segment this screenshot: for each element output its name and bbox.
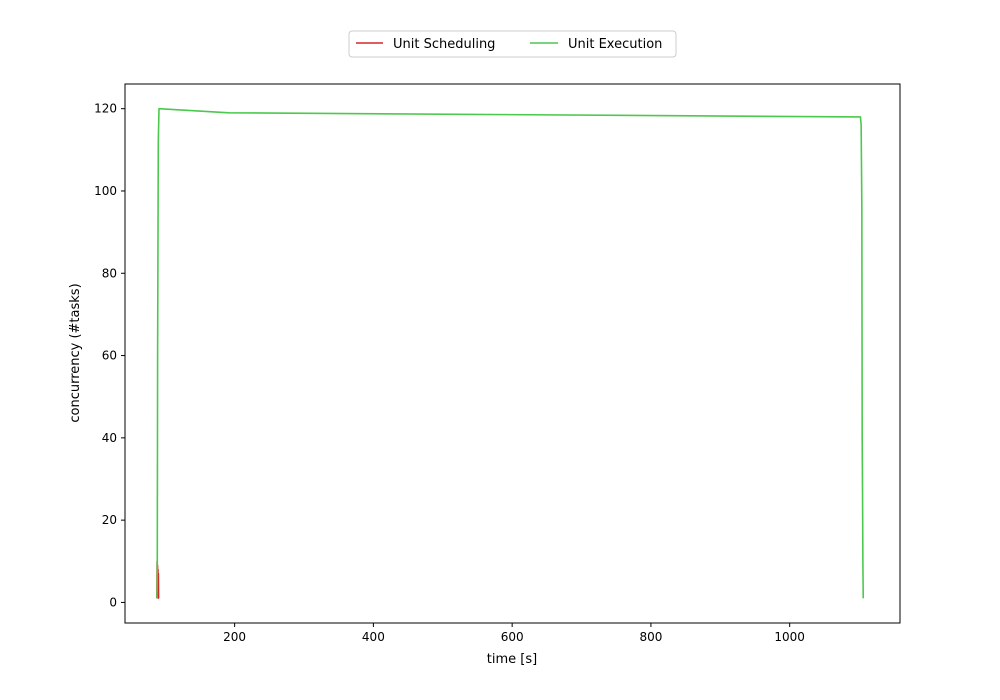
legend: Unit Scheduling Unit Execution	[348, 30, 677, 58]
y-tick-label: 0	[109, 595, 117, 609]
legend-label-unit-execution: Unit Execution	[568, 37, 662, 52]
plot-lines	[156, 107, 865, 600]
y-tick-label: 40	[102, 431, 117, 445]
x-tick-label: 200	[223, 630, 246, 644]
y-tick-label: 80	[102, 266, 117, 280]
legend-label-unit-scheduling: Unit Scheduling	[393, 37, 495, 52]
y-axis-ticks: 0 20 40 60 80 100 120	[94, 102, 125, 609]
x-tick-label: 600	[501, 630, 524, 644]
y-tick-label: 100	[94, 184, 117, 198]
legend-box	[348, 30, 677, 58]
x-tick-label: 400	[362, 630, 385, 644]
y-tick-label: 20	[102, 513, 117, 527]
x-axis-ticks: 200 400 600 800 1000	[223, 623, 805, 644]
x-tick-label: 1000	[774, 630, 805, 644]
y-tick-label: 60	[102, 349, 117, 363]
y-axis-label: concurrency (#tasks)	[68, 283, 83, 422]
x-tick-label: 800	[639, 630, 662, 644]
series-line-unit-execution	[156, 107, 865, 599]
y-tick-label: 120	[94, 102, 117, 116]
x-axis-label: time [s]	[487, 652, 537, 667]
